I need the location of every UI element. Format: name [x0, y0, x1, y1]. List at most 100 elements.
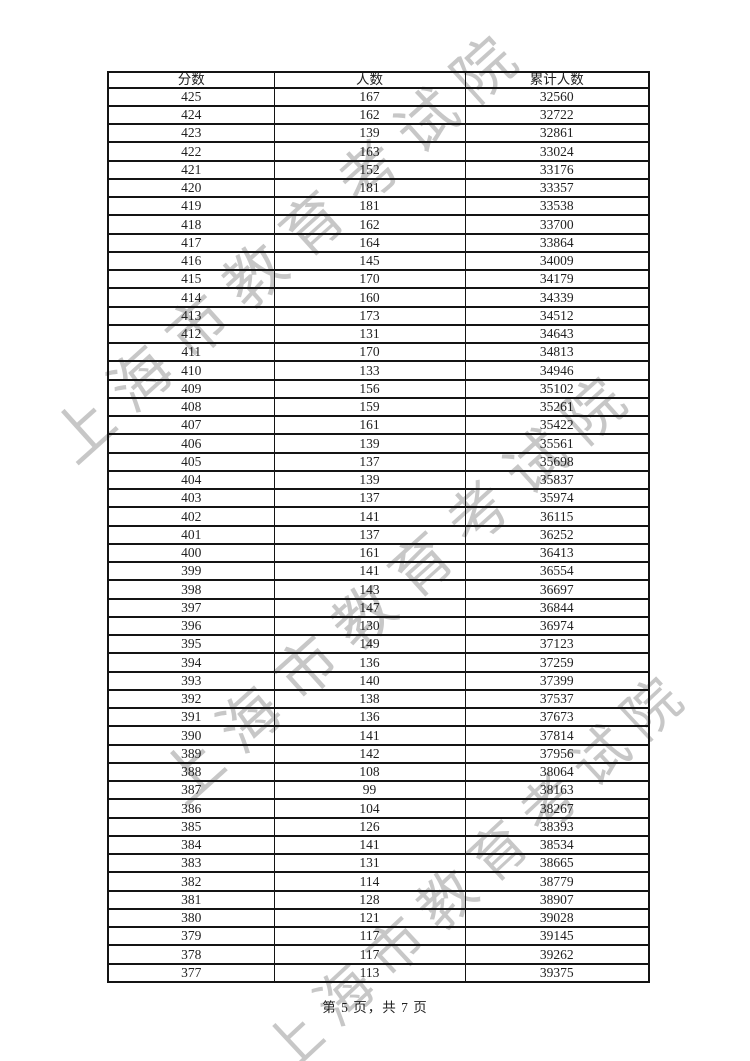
table-row: 396 130 36974 [107, 615, 650, 637]
table-row: 420 181 33357 [107, 177, 650, 199]
table-cell: 161 [273, 542, 466, 564]
table-cell: 36844 [464, 597, 650, 618]
table-cell: 35698 [464, 451, 650, 472]
table-cell: 138 [273, 688, 466, 710]
table-cell: 143 [273, 579, 466, 600]
table-cell: 32560 [464, 86, 650, 107]
table-cell: 38907 [464, 889, 650, 910]
table-row: 416 145 34009 [107, 250, 650, 272]
table-row: 425 167 32560 [107, 86, 650, 107]
table-cell: 398 [107, 579, 275, 600]
table-cell: 137 [273, 524, 466, 545]
table-cell: 414 [107, 287, 275, 308]
table-row: 387 99 38163 [107, 779, 650, 801]
table-cell: 139 [273, 433, 466, 454]
table-cell: 159 [273, 396, 466, 418]
table-cell: 33700 [464, 214, 650, 235]
table-cell: 36974 [464, 615, 650, 637]
table-cell: 34643 [464, 323, 650, 345]
table-row: 393 140 37399 [107, 670, 650, 691]
table-cell: 425 [107, 86, 275, 107]
table-row: 409 156 35102 [107, 378, 650, 399]
table-cell: 142 [273, 743, 466, 764]
table-cell: 34813 [464, 341, 650, 363]
table-row: 379 117 39145 [107, 925, 650, 947]
table-cell: 387 [107, 779, 275, 801]
table-cell: 35422 [464, 414, 650, 436]
table-cell: 403 [107, 487, 275, 509]
table-cell: 149 [273, 633, 466, 655]
table-cell: 117 [273, 944, 466, 965]
table-cell: 386 [107, 798, 275, 819]
table-cell: 394 [107, 652, 275, 673]
table-cell: 164 [273, 232, 466, 253]
table-row: 406 139 35561 [107, 433, 650, 454]
table-cell: 379 [107, 925, 275, 947]
table-cell: 108 [273, 761, 466, 783]
table-cell: 38534 [464, 834, 650, 856]
table-cell: 415 [107, 268, 275, 290]
table-row: 382 114 38779 [107, 871, 650, 892]
table-row: 378 117 39262 [107, 944, 650, 965]
table-row: 380 121 39028 [107, 907, 650, 929]
table-row: 421 152 33176 [107, 159, 650, 180]
column-header-cumulative-count: 累计人数 [464, 71, 650, 89]
table-cell: 392 [107, 688, 275, 710]
table-cell: 33864 [464, 232, 650, 253]
table-cell: 410 [107, 360, 275, 381]
table-cell: 422 [107, 141, 275, 162]
table-row: 418 162 33700 [107, 214, 650, 235]
table-row: 415 170 34179 [107, 268, 650, 290]
table-cell: 160 [273, 287, 466, 308]
table-cell: 38064 [464, 761, 650, 783]
table-row: 401 137 36252 [107, 524, 650, 545]
table-cell: 137 [273, 451, 466, 472]
table-cell: 36554 [464, 560, 650, 582]
table-cell: 33024 [464, 141, 650, 162]
column-header-score: 分数 [107, 71, 275, 89]
table-row: 391 136 37673 [107, 706, 650, 728]
table-cell: 117 [273, 925, 466, 947]
table-cell: 170 [273, 341, 466, 363]
table-cell: 383 [107, 852, 275, 874]
table-cell: 37537 [464, 688, 650, 710]
table-cell: 33357 [464, 177, 650, 199]
table-cell: 121 [273, 907, 466, 929]
table-cell: 38779 [464, 871, 650, 892]
table-cell: 395 [107, 633, 275, 655]
table-cell: 39375 [464, 962, 650, 983]
table-cell: 399 [107, 560, 275, 582]
table-row: 419 181 33538 [107, 195, 650, 217]
table-cell: 385 [107, 816, 275, 837]
table-cell: 35261 [464, 396, 650, 418]
table-cell: 133 [273, 360, 466, 381]
table-cell: 136 [273, 652, 466, 673]
table-cell: 139 [273, 122, 466, 144]
table-cell: 37814 [464, 725, 650, 746]
table-cell: 162 [273, 214, 466, 235]
table-cell: 34179 [464, 268, 650, 290]
table-cell: 401 [107, 524, 275, 545]
table-row: 397 147 36844 [107, 597, 650, 618]
table-cell: 421 [107, 159, 275, 180]
table-cell: 36115 [464, 506, 650, 527]
table-cell: 405 [107, 451, 275, 472]
table-cell: 32861 [464, 122, 650, 144]
table-cell: 156 [273, 378, 466, 399]
table-cell: 34512 [464, 305, 650, 326]
table-cell: 418 [107, 214, 275, 235]
table-row: 403 137 35974 [107, 487, 650, 509]
table-cell: 420 [107, 177, 275, 199]
table-cell: 37956 [464, 743, 650, 764]
table-row: 388 108 38064 [107, 761, 650, 783]
table-cell: 419 [107, 195, 275, 217]
table-row: 411 170 34813 [107, 341, 650, 363]
table-cell: 382 [107, 871, 275, 892]
table-cell: 391 [107, 706, 275, 728]
table-row: 410 133 34946 [107, 360, 650, 381]
table-row: 404 139 35837 [107, 469, 650, 491]
table-cell: 37123 [464, 633, 650, 655]
table-cell: 411 [107, 341, 275, 363]
table-row: 392 138 37537 [107, 688, 650, 710]
